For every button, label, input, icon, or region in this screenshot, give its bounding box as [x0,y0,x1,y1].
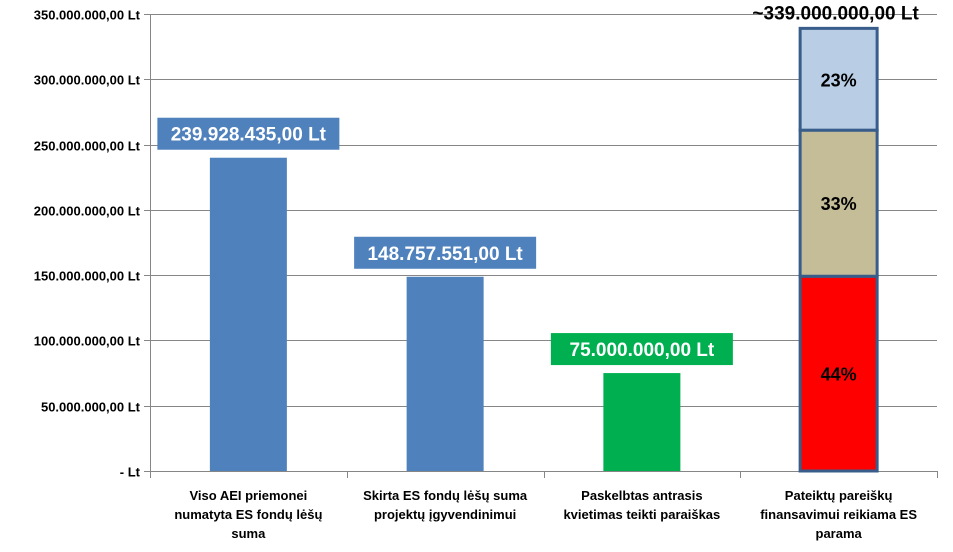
data-label-box [157,117,340,150]
y-tick-label: 350.000.000,00 Lt [34,8,141,23]
data-label: 148.757.551,00 Lt [367,244,523,265]
category-label: numatyta ES fondų lėšų [174,507,322,522]
category-labels: Viso AEI priemonei numatyta ES fondų lėšų… [174,488,917,541]
data-label-box [550,333,733,366]
category-label: Pateiktų pareiškų [785,488,893,503]
y-tick-label: 200.000.000,00 Lt [34,204,141,219]
y-tick-label: 100.000.000,00 Lt [34,334,141,349]
segment-percent-label: 33% [821,194,857,214]
y-tick-label: - Lt [120,465,141,480]
segment-percent-label: 23% [821,70,857,90]
category-label: Skirta ES fondų lėšų suma [363,488,528,503]
y-tick-label: 150.000.000,00 Lt [34,269,141,284]
stacked-segment [798,274,879,473]
stacked-segment [798,26,879,132]
category-label: projektų įgyvendinimui [374,507,516,522]
category-label: kvietimas teikti paraiškas [563,507,720,522]
y-tick-label: 50.000.000,00 Lt [41,400,141,415]
y-axis-ticks: - Lt 50.000.000,00 Lt 100.000.000,00 Lt 150… [34,8,141,480]
bar [406,276,484,471]
data-label-box [354,236,537,269]
bars [209,26,879,473]
bar [209,157,287,471]
category-label: Viso AEI priemonei [189,488,307,503]
category-label: suma [231,526,266,541]
data-label: 239.928.435,00 Lt [171,125,327,146]
data-label: 75.000.000,00 Lt [570,340,715,361]
category-label: finansavimui reikiama ES [760,507,917,522]
total-label: ~339.000.000,00 Lt [752,3,919,24]
bar [603,373,681,471]
y-tick-label: 250.000.000,00 Lt [34,139,141,154]
data-labels: 239.928.435,00 Lt 148.757.551,00 Lt 75.000… [157,3,919,385]
category-label: parama [816,526,863,541]
y-tick-label: 300.000.000,00 Lt [34,73,141,88]
category-label: Paskelbtas antrasis [581,488,702,503]
segment-percent-label: 44% [821,365,857,385]
